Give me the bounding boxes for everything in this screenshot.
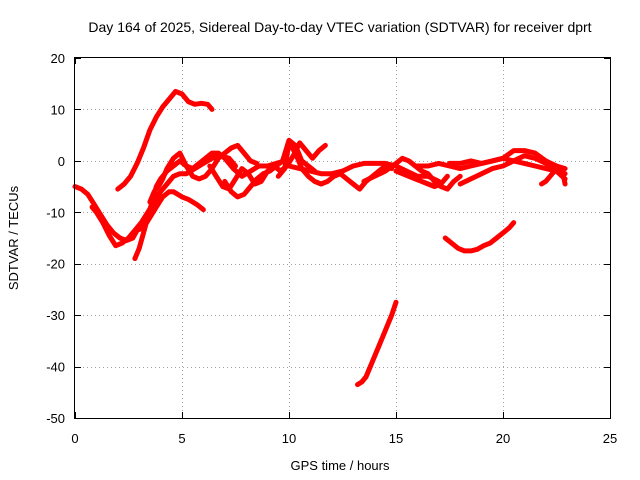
y-tick-label: 10: [51, 102, 65, 117]
x-tick-label: 20: [496, 431, 510, 446]
x-tick-label: 15: [389, 431, 403, 446]
y-tick-label: -10: [46, 205, 65, 220]
y-tick-label: -20: [46, 257, 65, 272]
series-line-arc-15: [539, 166, 568, 187]
series-line-arc-17: [355, 299, 399, 388]
series-line-arc-14: [457, 153, 568, 187]
series-line-arc-11: [393, 168, 450, 190]
plot-frame: [74, 57, 611, 419]
series-line-arc-02: [89, 153, 238, 249]
y-tick-label: -40: [46, 360, 65, 375]
axis-ticks: 0 5 10 15 20 25 -50 -40 -30 -20 -10 0 10 20: [46, 51, 617, 446]
y-tick-label: -30: [46, 308, 65, 323]
series-line-arc-16: [442, 220, 517, 254]
series-line-arc-05: [147, 142, 260, 205]
x-tick-label: 25: [603, 431, 617, 446]
y-tick-label: 0: [58, 154, 65, 169]
grid: [75, 58, 610, 418]
x-tick-label: 10: [282, 431, 296, 446]
series-line-arc-10: [361, 155, 463, 192]
x-tick-label: 5: [178, 431, 185, 446]
series-layer: [72, 88, 568, 388]
y-tick-label: 20: [51, 51, 65, 66]
series-line-arc-07: [222, 137, 318, 200]
y-tick-label: -50: [46, 411, 65, 426]
series-line-arc-03: [115, 88, 215, 192]
chart-title: Day 164 of 2025, Sidereal Day-to-day VTE…: [88, 19, 591, 35]
y-axis-label: SDTVAR / TECUs: [6, 185, 21, 290]
x-tick-label: 0: [71, 431, 78, 446]
x-axis-label: GPS time / hours: [291, 458, 390, 473]
series-line-arc-04: [132, 150, 288, 262]
series-line-arc-09: [286, 160, 442, 184]
